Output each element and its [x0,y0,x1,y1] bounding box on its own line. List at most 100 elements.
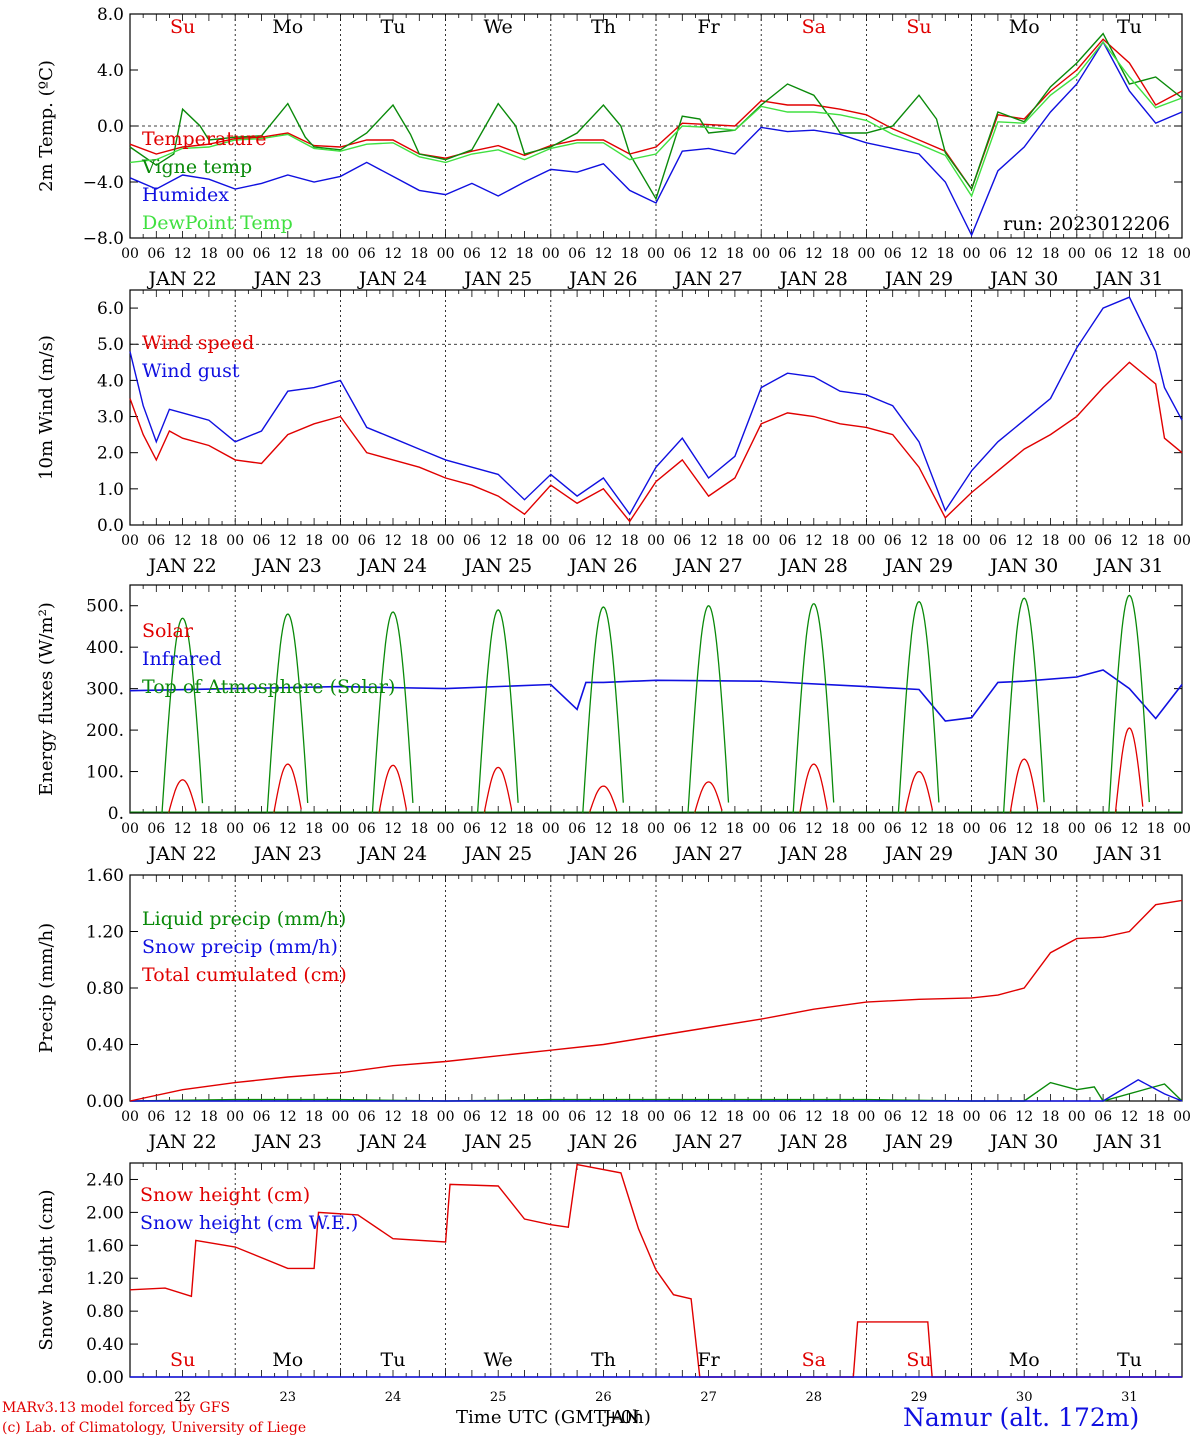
hour-tick-label: 06 [884,246,902,262]
weekday-label: Sa [802,16,826,38]
hour-tick-label: 06 [1094,246,1112,262]
legend-entry: Infrared [142,648,222,670]
model-credit: MARv3.13 model forced by GFS [2,1400,231,1416]
hour-tick-label: 18 [305,821,323,837]
hour-tick-label: 12 [1015,821,1033,837]
hour-tick-label: 12 [700,1109,718,1125]
date-label: JAN 24 [357,843,427,865]
hour-tick-label: 06 [884,533,902,549]
hour-tick-label: 12 [489,533,507,549]
hour-tick-label: 12 [279,1109,297,1125]
solar-line [1114,727,1144,814]
hour-tick-label: 18 [516,1109,534,1125]
legend-entry: Snow height (cm W.E.) [140,1212,358,1234]
hour-tick-label: 12 [594,533,612,549]
hour-tick-label: 00 [857,821,875,837]
hour-tick-label: 18 [1042,246,1060,262]
y-tick-label: 4.0 [97,61,124,81]
panel-frame [129,584,1183,814]
hour-tick-label: 00 [226,821,244,837]
hour-tick-label: 00 [331,821,349,837]
hour-tick-label: 18 [831,246,849,262]
lab-credit: (c) Lab. of Climatology, University of L… [2,1420,307,1436]
weekday-label: Th [591,1349,616,1371]
y-axis-label: 2m Temp. (ºC) [36,60,57,192]
y-tick-label: 3.0 [97,408,124,428]
hour-tick-label: 06 [779,821,797,837]
hour-tick-label: 00 [752,246,770,262]
y-tick-label: −8.0 [83,229,124,249]
dewpoint-line [129,40,1183,198]
hour-tick-label: 18 [621,246,639,262]
hour-tick-label: 06 [779,1109,797,1125]
hour-tick-label: 12 [174,246,192,262]
date-label: JAN 27 [673,268,743,290]
date-label: JAN 23 [252,555,322,577]
day-number-label: 31 [1121,1390,1138,1405]
weekday-label: Tu [381,16,406,38]
toa-solar-line [1002,597,1045,814]
date-label: JAN 31 [1093,843,1163,865]
hour-tick-label: 00 [1173,1109,1191,1125]
hour-tick-label: 06 [358,821,376,837]
hour-tick-label: 18 [1042,533,1060,549]
hour-tick-label: 06 [253,1109,271,1125]
hour-tick-label: 18 [936,1109,954,1125]
hour-tick-label: 12 [489,246,507,262]
hour-tick-label: 06 [779,533,797,549]
hour-tick-label: 12 [805,821,823,837]
hour-tick-label: 06 [147,246,165,262]
hour-tick-label: 00 [542,533,560,549]
y-tick-label: 0.0 [97,516,124,536]
date-label: JAN 25 [462,843,532,865]
hour-tick-label: 06 [147,1109,165,1125]
toa-solar-line [582,606,624,814]
weekday-label: Su [906,1349,931,1371]
legend-entry: Wind gust [142,360,240,382]
solar-line [588,785,618,814]
day-number-label: 23 [280,1390,297,1405]
legend-entry: Temperature [142,128,266,150]
hour-tick-label: 18 [726,246,744,262]
hour-tick-label: 12 [1015,533,1033,549]
hour-tick-label: 18 [516,821,534,837]
weekday-label: Mo [272,16,303,38]
hour-tick-label: 12 [1120,821,1138,837]
weekday-label: Mo [1009,1349,1040,1371]
hour-tick-label: 06 [147,821,165,837]
hour-tick-label: 06 [463,1109,481,1125]
toa-solar-line [476,609,519,814]
hour-tick-label: 06 [358,1109,376,1125]
date-label: JAN 25 [462,268,532,290]
hour-tick-label: 18 [410,246,428,262]
hour-tick-label: 18 [621,533,639,549]
hour-tick-label: 12 [1120,246,1138,262]
hour-tick-label: 06 [463,821,481,837]
y-tick-label: 0.40 [86,1036,124,1056]
hour-tick-label: 18 [621,1109,639,1125]
y-tick-label: 0.80 [86,1302,124,1322]
hour-tick-label: 00 [542,1109,560,1125]
hour-tick-label: 00 [1173,821,1191,837]
hour-tick-label: 12 [805,533,823,549]
hour-tick-label: 18 [1147,533,1165,549]
weekday-label: Fr [697,16,720,38]
hour-tick-label: 00 [1068,533,1086,549]
hour-tick-label: 06 [463,533,481,549]
y-tick-label: 100. [86,763,124,783]
hour-tick-label: 00 [647,246,665,262]
y-tick-label: 1.20 [86,1269,124,1289]
hour-tick-label: 00 [226,246,244,262]
hour-tick-label: 00 [1068,821,1086,837]
hour-tick-label: 18 [305,533,323,549]
hour-tick-label: 06 [989,246,1007,262]
hour-tick-label: 18 [726,533,744,549]
hour-tick-label: 06 [568,821,586,837]
hour-tick-label: 18 [726,1109,744,1125]
hour-tick-label: 12 [174,1109,192,1125]
weekday-label: Tu [381,1349,406,1371]
weekday-label: Mo [272,1349,303,1371]
hour-tick-label: 06 [779,246,797,262]
y-tick-label: 6.0 [97,299,124,319]
date-label: JAN 27 [673,1131,743,1153]
